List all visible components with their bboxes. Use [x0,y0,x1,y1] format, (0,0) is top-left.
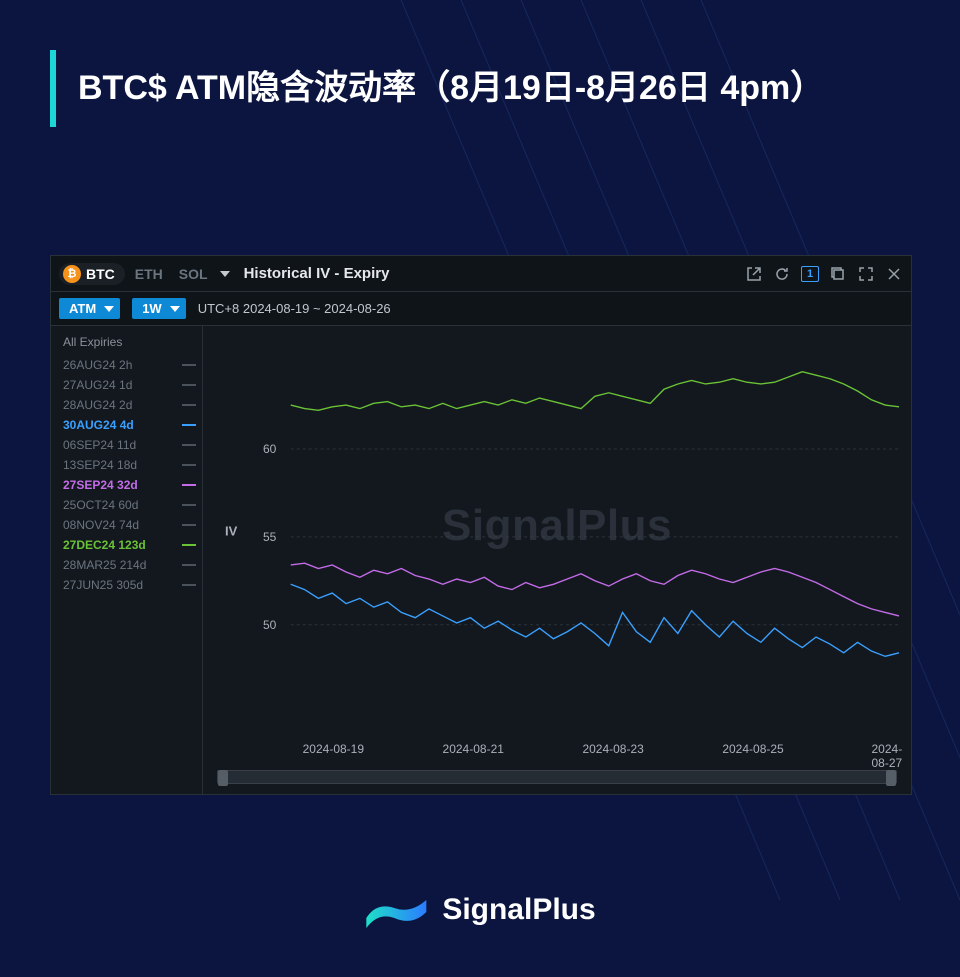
asset-btc-label: BTC [86,266,115,282]
expiry-item[interactable]: 28MAR25 214d [61,555,202,575]
series-swatch [182,384,196,386]
expiry-item[interactable]: 25OCT24 60d [61,495,202,515]
expiry-item[interactable]: 08NOV24 74d [61,515,202,535]
expiry-item-label: 30AUG24 4d [63,418,134,432]
timeframe-dropdown[interactable]: 1W [132,298,186,319]
x-axis: 2024-08-19 2024-08-21 2024-08-23 2024-08-25… [203,736,911,766]
x-tick-label: 2024-08-23 [582,742,643,756]
page-title-block: BTC$ ATM隐含波动率（8月19日-8月26日 4pm） [50,50,910,127]
series-swatch [182,364,196,366]
panel-body: All Expiries 26AUG24 2h 27AUG24 1d 28AUG24… [51,326,911,794]
close-icon[interactable] [885,265,903,283]
expiry-item-label: 27JUN25 305d [63,578,143,592]
expiry-item-label: 27SEP24 32d [63,478,138,492]
page-title: BTC$ ATM隐含波动率（8月19日-8月26日 4pm） [78,64,890,113]
x-tick-label: 2024-08-21 [443,742,504,756]
expiry-item[interactable]: 27JUN25 305d [61,575,202,595]
expiry-all-label: All Expiries [63,335,122,349]
series-swatch [182,564,196,566]
chevron-down-icon [104,306,114,312]
series-swatch [182,464,196,466]
copy-icon[interactable] [829,265,847,283]
moneyness-label: ATM [69,301,96,316]
expiry-item-label: 28MAR25 214d [63,558,146,572]
expiry-item[interactable]: 13SEP24 18d [61,455,202,475]
time-slider-row [203,766,911,794]
chart-panel: ₿ BTC ETH SOL Historical IV - Expiry 1 A… [50,255,912,795]
asset-selector-btc[interactable]: ₿ BTC [59,263,125,285]
chart-container: IV 505560 SignalPlus 2024-08-192024-08-2… [203,326,911,794]
btc-icon: ₿ [63,265,81,283]
expiry-item-label: 27DEC24 123d [63,538,146,552]
panel-header: ₿ BTC ETH SOL Historical IV - Expiry 1 [51,256,911,292]
expiry-item[interactable]: 27AUG24 1d [61,375,202,395]
expiry-all[interactable]: All Expiries [61,332,202,352]
layout-badge[interactable]: 1 [801,266,819,282]
asset-selector-sol[interactable]: SOL [173,266,214,282]
date-range-label: UTC+8 2024-08-19 ~ 2024-08-26 [198,301,391,316]
brand-footer: SignalPlus [364,888,595,932]
expiry-item-label: 27AUG24 1d [63,378,132,392]
filter-row: ATM 1W UTC+8 2024-08-19 ~ 2024-08-26 [51,292,911,326]
series-swatch [182,424,196,426]
refresh-icon[interactable] [773,265,791,283]
popout-icon[interactable] [745,265,763,283]
slider-handle-left[interactable] [218,770,228,786]
y-tick-label: 60 [263,442,276,456]
x-tick-label: 2024-08-19 [303,742,364,756]
timeframe-label: 1W [142,301,162,316]
brand-name: SignalPlus [442,893,595,927]
expiry-item-label: 08NOV24 74d [63,518,139,532]
series-swatch [182,504,196,506]
panel-title: Historical IV - Expiry [244,265,390,282]
expiry-item[interactable]: 28AUG24 2d [61,395,202,415]
series-swatch [182,404,196,406]
y-axis-title: IV [225,524,237,539]
expiry-sidebar: All Expiries 26AUG24 2h 27AUG24 1d 28AUG24… [51,326,203,794]
slider-handle-right[interactable] [886,770,896,786]
y-tick-label: 55 [263,530,276,544]
chart-plot-area[interactable]: IV 505560 SignalPlus [203,326,911,736]
expiry-item[interactable]: 27DEC24 123d [61,535,202,555]
x-tick-label: 2024-08-27 [872,742,903,770]
chevron-down-icon [170,306,180,312]
expiry-item[interactable]: 27SEP24 32d [61,475,202,495]
asset-selector-eth[interactable]: ETH [129,266,169,282]
fullscreen-icon[interactable] [857,265,875,283]
expiry-item-label: 25OCT24 60d [63,498,138,512]
expiry-item[interactable]: 26AUG24 2h [61,355,202,375]
series-swatch [182,524,196,526]
series-swatch [182,544,196,546]
x-tick-label: 2024-08-25 [722,742,783,756]
expiry-item[interactable]: 30AUG24 4d [61,415,202,435]
expiry-item-label: 06SEP24 11d [63,438,136,452]
expiry-item-label: 26AUG24 2h [63,358,132,372]
asset-dropdown-icon[interactable] [220,271,230,277]
expiry-item-label: 28AUG24 2d [63,398,132,412]
expiry-item-label: 13SEP24 18d [63,458,137,472]
signalplus-logo-icon [364,888,428,932]
moneyness-dropdown[interactable]: ATM [59,298,120,319]
series-swatch [182,444,196,446]
y-tick-label: 50 [263,618,276,632]
series-swatch [182,484,196,486]
panel-toolbar: 1 [745,265,903,283]
expiry-item[interactable]: 06SEP24 11d [61,435,202,455]
series-swatch [182,584,196,586]
time-slider[interactable] [217,770,897,784]
